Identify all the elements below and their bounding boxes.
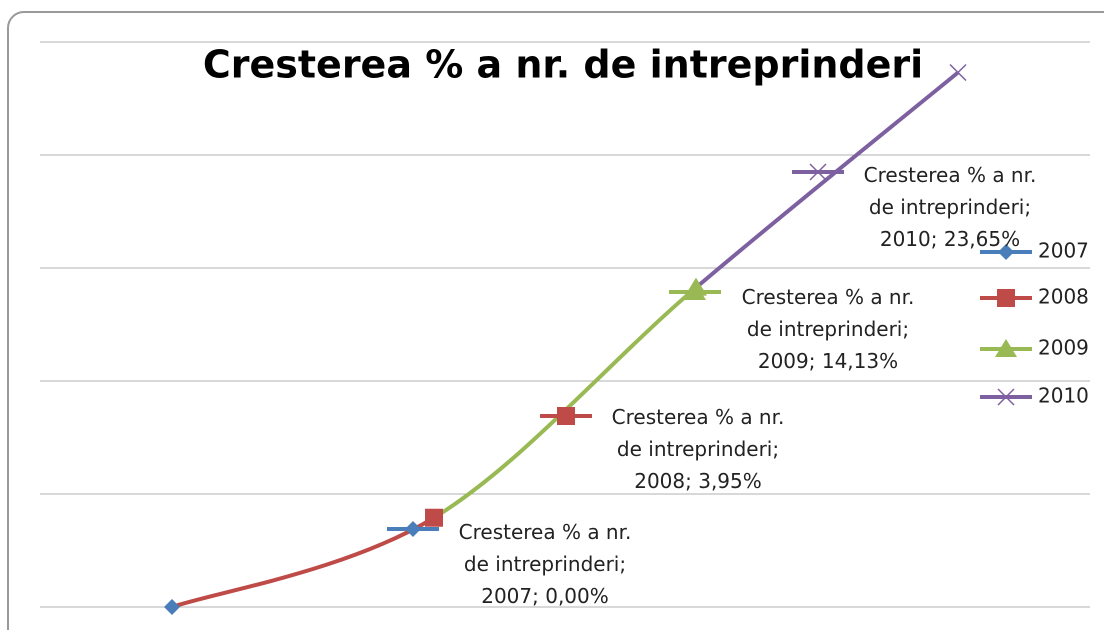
label-key-marker bbox=[684, 282, 706, 300]
data-label: Cresterea % a nr. de intreprinderi; 2009… bbox=[741, 285, 915, 373]
data-label: Cresterea % a nr. de intreprinderi; 2007… bbox=[458, 520, 632, 608]
legend-marker bbox=[997, 388, 1015, 406]
line-segment bbox=[694, 70, 960, 290]
data-point bbox=[949, 63, 967, 82]
label-key-marker bbox=[809, 163, 827, 181]
chart-border bbox=[7, 11, 1104, 630]
line-segment bbox=[171, 516, 436, 609]
label-key-marker bbox=[405, 521, 421, 537]
data-label: Cresterea % a nr. de intreprinderi; 2008… bbox=[611, 405, 785, 493]
data-point bbox=[425, 508, 443, 527]
data-label: Cresterea % a nr. de intreprinderi; 2010… bbox=[863, 163, 1037, 251]
legend-marker bbox=[997, 289, 1015, 307]
legend-label: 2010 bbox=[1038, 384, 1089, 408]
legend-label: 2007 bbox=[1038, 239, 1089, 263]
legend-label: 2008 bbox=[1038, 285, 1089, 309]
legend-marker bbox=[995, 339, 1017, 357]
legend-label: 2009 bbox=[1038, 336, 1089, 360]
chart-title: Cresterea % a nr. de intreprinderi bbox=[203, 43, 923, 87]
legend-marker bbox=[998, 244, 1014, 260]
data-point bbox=[164, 599, 180, 615]
label-key-marker bbox=[557, 407, 575, 425]
